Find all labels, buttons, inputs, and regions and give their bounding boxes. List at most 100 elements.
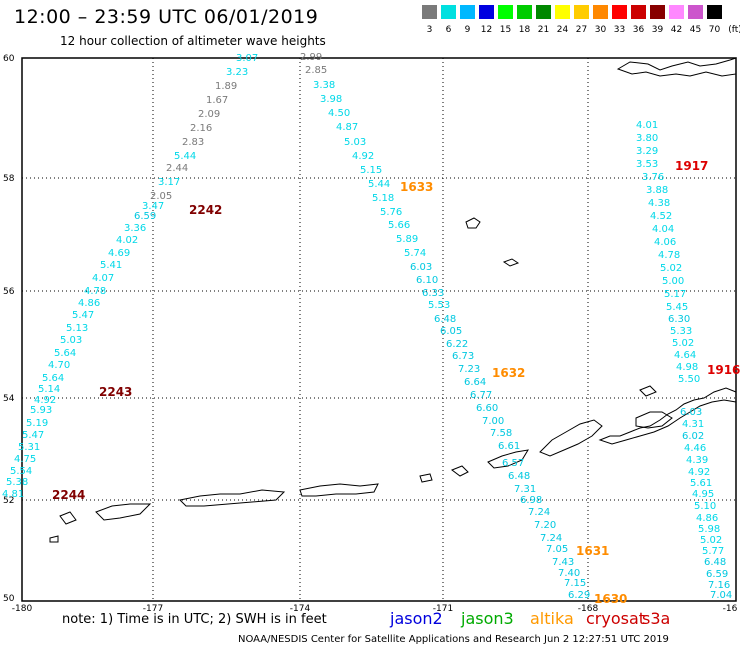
wave-height-value: 5.15 [360,165,382,176]
wave-height-value: 4.38 [648,198,670,209]
wave-height-value: 3.38 [313,80,335,91]
lat-tick-label: 60 [3,54,15,64]
rat-islands [178,489,286,507]
wave-height-value: 4.07 [92,273,114,284]
wave-height-value: 4.04 [652,224,674,235]
wave-height-value: 2.09 [198,109,220,120]
satellite-legend-item: altika [530,609,574,628]
wave-height-value: 3.23 [226,67,248,78]
scale-label: 15 [499,25,512,35]
near-islands [95,503,152,521]
units-note: note: 1) Time is in UTC; 2) SWH is in fe… [62,612,327,627]
wave-height-value: 2.85 [305,65,327,76]
wave-height-value: 6.57 [502,458,524,469]
wave-height-value: 6.10 [416,275,438,286]
wave-height-value: 2.83 [182,137,204,148]
wave-height-value: 5.61 [690,478,712,489]
scale-swatch [669,5,684,19]
scale-swatch [498,5,513,19]
scale-label: 12 [480,25,493,35]
scale-label: 3 [426,25,433,35]
coastlines [49,57,737,543]
lat-tick-label: 50 [3,594,15,604]
wave-height-value: 5.03 [344,137,366,148]
lon-tick-label: -174 [290,604,311,614]
scale-swatch [517,5,532,19]
lon-tick-label: -180 [12,604,33,614]
scale-label: 6 [445,25,452,35]
wave-height-value: 4.52 [650,211,672,222]
wave-height-value: 6.03 [410,262,432,273]
wave-height-value: 5.10 [694,501,716,512]
small-islet-2 [419,473,433,483]
wave-height-value: 7.05 [546,544,568,555]
wave-height-value: 5.14 [38,384,60,395]
lon-tick-label: -177 [143,604,163,614]
wave-height-value: 4.01 [636,120,658,131]
scale-label: 70 [708,25,721,35]
wave-height-value: 4.87 [336,122,358,133]
credit-line: NOAA/NESDIS Center for Satellite Applica… [238,634,669,645]
track-time-label: 1631 [576,544,609,558]
scale-swatch [650,5,665,19]
islands-of-four-mountains [450,465,469,477]
lon-tick-label: -16 [723,604,738,614]
wave-height-value: 7.20 [534,520,556,531]
scale-label: 39 [651,25,664,35]
wave-height-value: 3.36 [124,223,146,234]
wave-height-value: 3.53 [636,159,658,170]
wave-height-value: 4.75 [14,454,36,465]
scale-swatch [536,5,551,19]
lon-tick-label: -171 [433,604,453,614]
unimak-island [635,411,673,429]
wave-height-value: 5.18 [372,193,394,204]
wave-height-value: 4.95 [692,489,714,500]
wave-height-value: 4.50 [328,108,350,119]
wave-height-value: 4.98 [676,362,698,373]
wave-height-value: 3.80 [636,133,658,144]
wave-height-value: 3.29 [636,146,658,157]
satellite-legend-item: jason2 [390,609,443,628]
wave-height-value: 5.31 [18,442,40,453]
wave-height-value: 2.44 [166,163,188,174]
wave-height-value: 6.98 [520,495,542,506]
lat-tick-label: 56 [3,287,15,297]
scale-label: 27 [575,25,588,35]
wave-height-value: 4.39 [686,455,708,466]
wave-height-value: 4.78 [84,286,106,297]
track-time-label: 2242 [189,203,222,217]
wave-height-value: 6.05 [440,326,462,337]
wave-height-value: 5.41 [100,260,122,271]
graticule: 60 58 56 54 52 50-180 -177 -174 -171 -168 -16 [3,54,738,614]
map-frame [21,57,737,602]
scale-swatch [593,5,608,19]
scale-swatch [460,5,475,19]
wave-height-value: 1.67 [206,95,228,106]
scale-label: 18 [518,25,531,35]
scale-swatch [688,5,703,19]
wave-height-value: 4.86 [78,298,100,309]
wave-height-value: 3.07 [236,53,258,64]
wave-height-value: 4.70 [48,360,70,371]
scale-swatch [612,5,627,19]
wave-height-value: 6.30 [668,314,690,325]
wave-height-value: 6.64 [464,377,486,388]
wave-height-value: 5.64 [54,348,76,359]
wave-height-value: 4.06 [654,237,676,248]
st-paul-island [465,217,481,229]
wave-height-value: 6.03 [680,407,702,418]
andreanof-islands [299,483,379,497]
alaska-peninsula [598,387,737,445]
wave-height-value: 6.73 [452,351,474,362]
satellite-legend-item: cryosat [586,609,646,628]
track-time-label: 1633 [400,180,433,194]
wave-height-value: 5.47 [72,310,94,321]
wave-height-value: 5.33 [670,326,692,337]
wave-height-value: 7.16 [708,580,730,591]
wave-height-value: 3.98 [320,94,342,105]
wave-height-value: 6.29 [568,590,590,601]
wave-height-value: 7.04 [710,590,732,601]
wave-height-value: 5.53 [428,300,450,311]
small-islet-3 [639,385,657,397]
wave-height-value: 6.61 [498,441,520,452]
